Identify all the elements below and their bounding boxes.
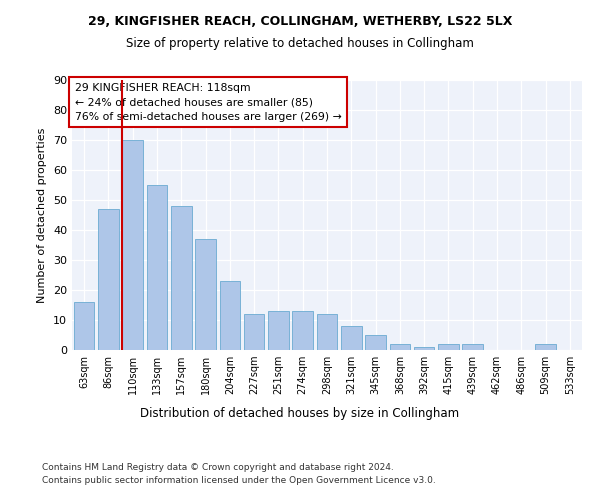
Bar bbox=[365, 335, 386, 350]
Bar bbox=[74, 302, 94, 350]
Y-axis label: Number of detached properties: Number of detached properties bbox=[37, 128, 47, 302]
Bar bbox=[171, 206, 191, 350]
Bar bbox=[195, 239, 216, 350]
Bar bbox=[220, 281, 240, 350]
Bar bbox=[438, 344, 459, 350]
Bar bbox=[268, 311, 289, 350]
Bar bbox=[122, 140, 143, 350]
Bar bbox=[535, 344, 556, 350]
Bar bbox=[463, 344, 483, 350]
Bar bbox=[389, 344, 410, 350]
Text: 29, KINGFISHER REACH, COLLINGHAM, WETHERBY, LS22 5LX: 29, KINGFISHER REACH, COLLINGHAM, WETHER… bbox=[88, 15, 512, 28]
Bar bbox=[414, 347, 434, 350]
Text: Contains HM Land Registry data © Crown copyright and database right 2024.: Contains HM Land Registry data © Crown c… bbox=[42, 462, 394, 471]
Bar bbox=[244, 314, 265, 350]
Text: Contains public sector information licensed under the Open Government Licence v3: Contains public sector information licen… bbox=[42, 476, 436, 485]
Text: Size of property relative to detached houses in Collingham: Size of property relative to detached ho… bbox=[126, 38, 474, 51]
Bar bbox=[98, 209, 119, 350]
Bar bbox=[292, 311, 313, 350]
Bar bbox=[146, 185, 167, 350]
Text: 29 KINGFISHER REACH: 118sqm
← 24% of detached houses are smaller (85)
76% of sem: 29 KINGFISHER REACH: 118sqm ← 24% of det… bbox=[74, 82, 341, 122]
Text: Distribution of detached houses by size in Collingham: Distribution of detached houses by size … bbox=[140, 408, 460, 420]
Bar bbox=[317, 314, 337, 350]
Bar bbox=[341, 326, 362, 350]
